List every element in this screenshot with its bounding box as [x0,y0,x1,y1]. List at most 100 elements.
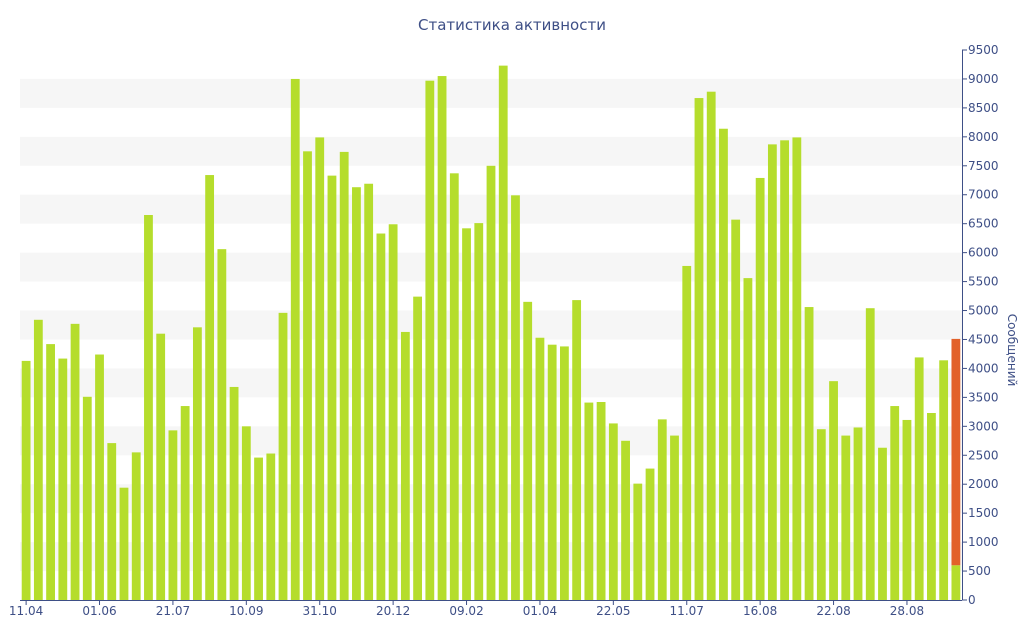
bar [119,487,129,600]
bar [767,144,777,601]
bar [303,151,312,600]
bar [535,337,545,600]
bar [951,565,961,600]
bar [743,278,753,600]
x-tick-label: 09.02 [449,604,483,618]
y-tick-label: 5500 [968,275,999,289]
bar [315,137,325,600]
bar [559,346,569,600]
y-tick-label: 2000 [968,477,999,491]
bar [437,76,447,601]
x-tick-label: 11.04 [9,604,43,618]
bar-highlight [951,338,961,566]
bar [290,78,300,600]
y-tick-label: 7500 [968,159,999,173]
x-tick-label: 21.07 [156,604,190,618]
bar [511,195,520,600]
bar [241,426,251,600]
bar [388,224,398,600]
bar [82,396,92,600]
bar [878,447,887,600]
y-tick-label: 6500 [968,217,999,231]
bar [156,333,166,600]
y-tick-label: 7000 [968,188,999,202]
bar [192,327,202,600]
bar [425,80,435,601]
bar [352,187,361,601]
bar [474,223,484,600]
bar [376,233,386,601]
x-tick-label: 11.07 [670,604,704,618]
bar [841,435,851,600]
bar [865,308,875,600]
bar [829,381,838,600]
chart-title: Статистика активности [418,16,606,34]
x-tick-label: 31.10 [303,604,337,618]
y-tick-label: 0 [968,593,976,607]
bar [180,406,190,600]
bar [633,483,643,600]
x-tick-label: 28.08 [890,604,924,618]
bar [608,423,618,600]
bar [400,331,410,600]
y-axis-title: Сообщений [1005,314,1019,387]
bar [339,151,349,601]
bar [694,98,704,600]
y-tick-label: 1500 [968,506,999,520]
bar [46,344,55,600]
bar [462,228,471,600]
bar [131,452,141,600]
bar [254,457,263,600]
bar [449,173,459,600]
y-tick-label: 8500 [968,101,999,115]
y-tick-label: 2500 [968,448,999,462]
y-tick-label: 500 [968,564,991,578]
y-tick-label: 4500 [968,332,999,346]
bar [413,296,423,600]
x-tick-label: 01.06 [82,604,116,618]
bar [547,344,557,600]
x-tick-label: 01.04 [523,604,557,618]
bar [572,300,582,600]
y-tick-label: 4000 [968,361,999,375]
y-tick-label: 1000 [968,535,999,549]
bar [816,429,826,600]
bar [21,360,31,600]
bar [645,468,655,600]
bar [95,354,104,600]
y-tick-label: 6000 [968,246,999,260]
y-tick-label: 3500 [968,390,999,404]
bar [927,413,936,600]
x-tick-label: 20.12 [376,604,410,618]
bar [596,402,606,600]
bar [670,435,679,600]
bar [682,265,692,600]
y-tick-label: 3000 [968,419,999,433]
x-tick-label: 22.08 [816,604,850,618]
bar [890,406,900,600]
y-tick-label: 9500 [968,43,999,57]
bar [621,440,630,600]
bar [902,419,912,600]
bar [804,307,814,600]
x-tick-label: 22.05 [596,604,630,618]
y-tick-label: 8000 [968,130,999,144]
grid-band [20,136,962,166]
bar [523,301,533,600]
bar [217,249,227,600]
bar [853,427,863,600]
bar [706,91,716,601]
bar [107,443,117,600]
bar [278,312,288,600]
bar [229,386,239,600]
bar [755,177,765,600]
bar [364,183,374,600]
bar [144,215,153,600]
bar [657,419,667,600]
bar [266,453,276,600]
bar [327,175,337,600]
bar [205,175,215,601]
bar [719,128,728,600]
